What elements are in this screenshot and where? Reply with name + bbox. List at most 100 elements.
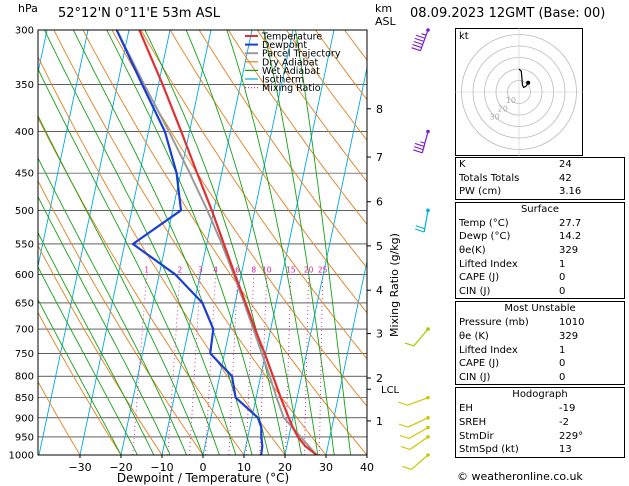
wet-adiabat <box>38 67 220 455</box>
wind-barb-flag <box>414 37 425 42</box>
wind-barb-flag <box>398 401 408 406</box>
index-row: K 24 <box>456 158 624 172</box>
wind-barb-station <box>426 28 430 32</box>
wind-barb <box>407 397 429 406</box>
wind-barb-flag <box>421 33 427 36</box>
km-asl-label: ASL <box>375 15 396 28</box>
pressure-tick-label: 500 <box>15 206 34 217</box>
pressure-tick-label: 750 <box>15 349 34 360</box>
isotherm-line <box>284 65 367 455</box>
index-value: 27.7 <box>559 217 582 229</box>
wet-adiabat <box>144 30 286 455</box>
km-tick-label: 5 <box>376 240 383 253</box>
pressure-tick-label: 400 <box>15 127 34 138</box>
index-value: 329 <box>559 244 579 256</box>
parcel-trajectory-line <box>115 30 318 455</box>
wind-barb-flag <box>413 40 423 45</box>
pressure-tick-label: 800 <box>15 372 34 383</box>
index-row: Pressure (mb) 1010 <box>456 316 624 330</box>
index-label: Pressure (mb) <box>459 317 529 329</box>
wet-adiabat <box>72 30 253 455</box>
index-value: 1 <box>559 258 566 270</box>
wet-adiabat <box>44 30 237 455</box>
most-unstable-title: Most Unstable <box>504 303 576 315</box>
hodograph-stats-title: Hodograph <box>512 389 568 401</box>
index-label: EH <box>459 403 473 415</box>
isotherm-line <box>161 30 253 455</box>
index-label: PW (cm) <box>459 186 502 198</box>
temperature-tick-label: −20 <box>109 461 132 474</box>
index-value: -19 <box>559 403 576 415</box>
datetime-title: 08.09.2023 12GMT (Base: 00) <box>410 6 606 21</box>
wind-barb-station <box>426 395 430 400</box>
index-value: 1 <box>559 344 566 356</box>
temperature-tick-label: −10 <box>150 461 173 474</box>
wet-adiabat <box>226 30 319 455</box>
dry-adiabat <box>38 244 163 455</box>
mixing-ratio-label: 8 <box>251 266 256 275</box>
temperature-tick-label: 40 <box>360 461 374 474</box>
mixing-ratio-line <box>205 274 216 455</box>
wind-barb-flag <box>415 34 426 39</box>
index-value: 0 <box>559 358 566 370</box>
dry-adiabat <box>140 30 367 360</box>
temperature-tick-label: 20 <box>278 461 292 474</box>
wind-barb-station <box>426 425 430 430</box>
index-row: Lifted Index 1 <box>456 258 624 272</box>
isotherm-line <box>79 30 171 455</box>
legend-entry: Isotherm <box>262 75 304 86</box>
copyright-footer[interactable]: © weatheronline.co.uk <box>457 470 583 483</box>
index-row: StmSpd (kt) 13 <box>456 443 624 457</box>
wind-barb-flag <box>413 146 424 151</box>
index-row: EH -19 <box>456 402 624 416</box>
temperature-tick-label: −30 <box>68 461 91 474</box>
surface-box: Surface Temp (°C) 27.7 Dewp (°C) 14.2 θe(K) 3… <box>455 201 625 300</box>
index-value: 14.2 <box>559 231 582 243</box>
km-tick-label: 4 <box>376 284 383 297</box>
hodograph-trace <box>518 68 529 89</box>
lcl-label: LCL <box>381 385 400 396</box>
mixing-ratio-label: 15 <box>286 266 296 275</box>
wind-barb-station <box>426 327 430 331</box>
wind-barb-flag <box>399 434 410 440</box>
hodograph-stats-box: Hodograph EH -19 SREH -2 StmDir 229° StmSpd (k… <box>455 387 625 458</box>
wind-barb-station <box>426 129 430 134</box>
km-tick-label: 1 <box>376 415 383 428</box>
wet-adiabat <box>38 157 188 455</box>
index-label: Lifted Index <box>459 258 518 270</box>
isotherm-line <box>325 259 367 455</box>
wind-barb-flag <box>415 228 425 233</box>
index-row: Totals Totals 42 <box>456 172 624 186</box>
wet-adiabat <box>106 30 270 455</box>
wind-barb <box>413 328 429 347</box>
wind-barb-flag <box>398 423 409 428</box>
wet-adiabat <box>38 114 204 455</box>
index-value: 24 <box>559 159 572 170</box>
dry-adiabat <box>227 30 367 226</box>
index-label: Temp (°C) <box>459 217 509 229</box>
dewpoint-line <box>115 30 264 455</box>
wind-barb-station <box>426 416 430 420</box>
index-value: 1010 <box>559 317 585 329</box>
legend-entry: Dewpoint <box>262 40 307 51</box>
pressure-tick-label: 900 <box>15 413 34 424</box>
isotherm-line <box>0 30 6 455</box>
wind-barb-flag <box>413 149 423 154</box>
p-unit-label: hPa <box>18 2 38 15</box>
index-row: Dewp (°C) 14.2 <box>456 230 624 244</box>
pressure-tick-label: 300 <box>15 26 34 37</box>
index-row: CAPE (J) 0 <box>456 271 624 285</box>
index-row: Lifted Index 1 <box>456 344 624 358</box>
indices-panel: K 24 Totals Totals 42 PW (cm) 3.16 Surface Te… <box>455 157 625 460</box>
isotherm-line <box>202 30 294 455</box>
index-row: PW (cm) 3.16 <box>456 185 624 199</box>
legend-entry: Parcel Trajectory <box>262 49 341 60</box>
wind-barb-station <box>426 435 430 439</box>
wind-barb <box>407 417 429 428</box>
index-value: 0 <box>559 371 566 383</box>
km-tick-label: 8 <box>376 103 383 116</box>
index-value: 329 <box>559 330 579 342</box>
mixing-ratio-label: 3 <box>198 266 203 275</box>
pressure-tick-label: 850 <box>15 393 34 404</box>
index-label: Lifted Index <box>459 344 518 356</box>
